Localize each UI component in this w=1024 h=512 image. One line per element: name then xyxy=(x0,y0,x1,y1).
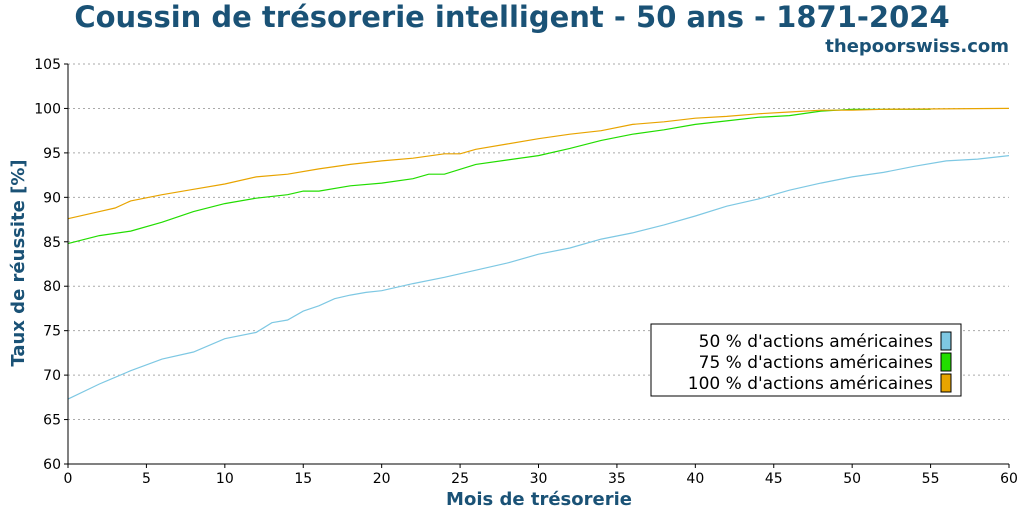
x-tick-label: 40 xyxy=(686,471,704,487)
x-tick-label: 50 xyxy=(843,471,861,487)
y-tick-label: 85 xyxy=(43,235,61,251)
y-tick-label: 60 xyxy=(43,457,61,473)
x-tick-label: 5 xyxy=(142,471,151,487)
legend-box xyxy=(650,323,962,397)
axes xyxy=(64,63,1010,468)
y-tick-label: 80 xyxy=(43,279,61,295)
series-line xyxy=(67,107,1010,220)
x-tick-label: 25 xyxy=(451,471,469,487)
chart-title: Coussin de trésorerie intelligent - 50 a… xyxy=(74,0,949,34)
x-tick-label: 35 xyxy=(608,471,626,487)
y-tick-label: 100 xyxy=(34,101,61,117)
chart-subtitle: thepoorswiss.com xyxy=(825,36,1009,57)
y-tick-label: 65 xyxy=(43,413,61,429)
x-tick-label: 20 xyxy=(373,471,391,487)
x-tick-label: 45 xyxy=(765,471,783,487)
y-axis-label: Taux de réussite [%] xyxy=(8,159,29,366)
tick-labels: 0 5 10 15 20 25 30 35 40 45 50 55 60 60 65 70 75 80 85 90 95… xyxy=(34,57,1018,487)
grid-lines xyxy=(68,63,1009,421)
y-tick-label: 70 xyxy=(43,368,61,384)
series-line xyxy=(67,155,1010,400)
y-tick-label: 105 xyxy=(34,57,61,73)
x-tick-label: 55 xyxy=(922,471,940,487)
legend-swatch xyxy=(940,373,952,393)
x-tick-label: 0 xyxy=(64,471,73,487)
series-lines xyxy=(67,107,1010,400)
legend-label: 50 % d'actions américaines xyxy=(699,332,934,352)
x-tick-label: 15 xyxy=(294,471,312,487)
series-line xyxy=(67,108,931,245)
legend-swatch xyxy=(940,352,952,372)
y-tick-label: 75 xyxy=(43,324,61,340)
legend-label: 100 % d'actions américaines xyxy=(688,374,933,394)
x-tick-label: 60 xyxy=(1000,471,1018,487)
x-tick-label: 30 xyxy=(530,471,548,487)
legend-swatch xyxy=(940,331,952,351)
x-axis-label: Mois de trésorerie xyxy=(446,489,632,510)
y-tick-label: 90 xyxy=(43,190,61,206)
x-tick-label: 10 xyxy=(216,471,234,487)
legend-label: 75 % d'actions américaines xyxy=(699,353,934,373)
y-tick-label: 95 xyxy=(43,146,61,162)
